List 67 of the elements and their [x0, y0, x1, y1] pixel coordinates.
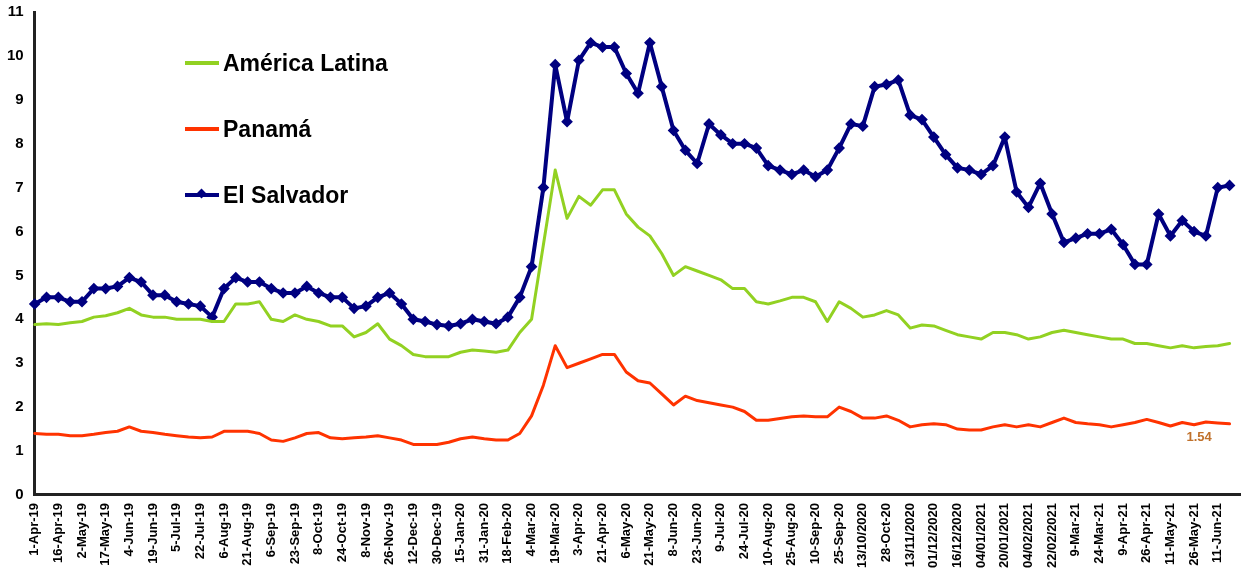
x-tick-label: 8-Jun-20 — [665, 502, 681, 557]
y-tick-label: 11 — [7, 2, 24, 20]
y-tick-label: 10 — [7, 46, 24, 64]
x-tick-label: 11-Jun-21 — [1209, 502, 1225, 563]
x-tick-label: 22/02/2021 — [1043, 502, 1059, 569]
annotation: 1.54 — [1186, 429, 1213, 445]
x-tick-label: 11-May-21 — [1161, 502, 1177, 566]
x-tick-label: 3-Apr-20 — [570, 502, 586, 556]
x-tick-label: 24-Mar-21 — [1091, 502, 1107, 564]
x-tick-label: 26-May-21 — [1185, 502, 1201, 566]
y-tick-label: 0 — [15, 485, 24, 503]
y-tick-label: 6 — [15, 221, 24, 239]
x-tick-label: 9-Jul-20 — [712, 502, 728, 553]
legend-label: Panamá — [223, 115, 312, 143]
x-tick-label: 4-Mar-20 — [523, 502, 539, 557]
x-tick-label: 22-Jul-19 — [191, 502, 207, 560]
y-tick-label: 4 — [15, 309, 25, 327]
x-tick-label: 9-Apr-21 — [1114, 502, 1130, 556]
x-tick-label: 20/01/2021 — [996, 502, 1012, 569]
x-tick-label: 2-May-19 — [73, 502, 89, 559]
legend-label: El Salvador — [223, 181, 349, 209]
x-tick-label: 30-Dec-19 — [428, 502, 444, 565]
y-tick-label: 2 — [15, 397, 24, 415]
x-tick-label: 6-Sep-19 — [262, 502, 278, 558]
x-tick-label: 12-Dec-19 — [404, 502, 420, 565]
x-tick-label: 10-Aug-20 — [759, 502, 775, 566]
x-tick-label: 21-Apr-20 — [594, 502, 610, 563]
x-tick-label: 19-Jun-19 — [144, 502, 160, 564]
x-tick-label: 23-Sep-19 — [286, 502, 302, 565]
x-tick-label: 8-Oct-19 — [310, 502, 326, 555]
y-tick-label: 1 — [15, 441, 24, 459]
y-tick-label: 8 — [15, 133, 24, 151]
y-tick-label: 9 — [15, 89, 24, 107]
x-tick-label: 04/02/2021 — [1020, 502, 1036, 569]
x-tick-label: 28-Oct-20 — [878, 502, 894, 563]
x-tick-label: 4-Jun-19 — [120, 502, 136, 557]
x-tick-label: 31-Jan-20 — [475, 502, 491, 563]
x-tick-label: 18-Feb-20 — [499, 502, 515, 564]
y-tick-label: 7 — [15, 177, 24, 195]
x-tick-label: 17-May-19 — [97, 502, 113, 566]
x-tick-label: 25-Sep-20 — [830, 502, 846, 565]
x-tick-label: 5-Jul-19 — [168, 502, 184, 553]
x-tick-label: 01/12/2020 — [925, 502, 941, 569]
x-tick-label: 23-Jun-20 — [688, 502, 704, 564]
x-tick-label: 19-Mar-20 — [546, 502, 562, 564]
x-tick-label: 13/10/2020 — [854, 502, 870, 569]
x-tick-label: 24-Jul-20 — [736, 502, 752, 560]
x-tick-label: 24-Oct-19 — [333, 502, 349, 563]
x-tick-label: 1-Apr-19 — [26, 502, 42, 556]
x-tick-label: 15-Jan-20 — [452, 502, 468, 563]
legend-label: América Latina — [223, 49, 388, 77]
x-tick-label: 26-Nov-19 — [381, 502, 397, 566]
x-tick-label: 26-Apr-21 — [1138, 502, 1154, 563]
x-tick-label: 16-Apr-19 — [49, 502, 65, 563]
x-tick-label: 21-May-20 — [641, 502, 657, 566]
x-tick-label: 9-Mar-21 — [1067, 502, 1083, 557]
y-tick-label: 3 — [15, 353, 24, 371]
x-tick-label: 6-May-20 — [617, 502, 633, 559]
x-tick-label: 10-Sep-20 — [807, 502, 823, 565]
y-tick-label: 5 — [15, 265, 24, 283]
x-tick-label: 6-Aug-19 — [215, 502, 231, 559]
x-tick-label: 04/01/2021 — [972, 502, 988, 569]
x-tick-label: 13/11/2020 — [901, 502, 917, 568]
x-tick-label: 16/12/2020 — [949, 502, 965, 569]
x-tick-label: 25-Aug-20 — [783, 502, 799, 566]
x-tick-label: 21-Aug-19 — [239, 502, 255, 566]
x-tick-label: 8-Nov-19 — [357, 502, 373, 558]
